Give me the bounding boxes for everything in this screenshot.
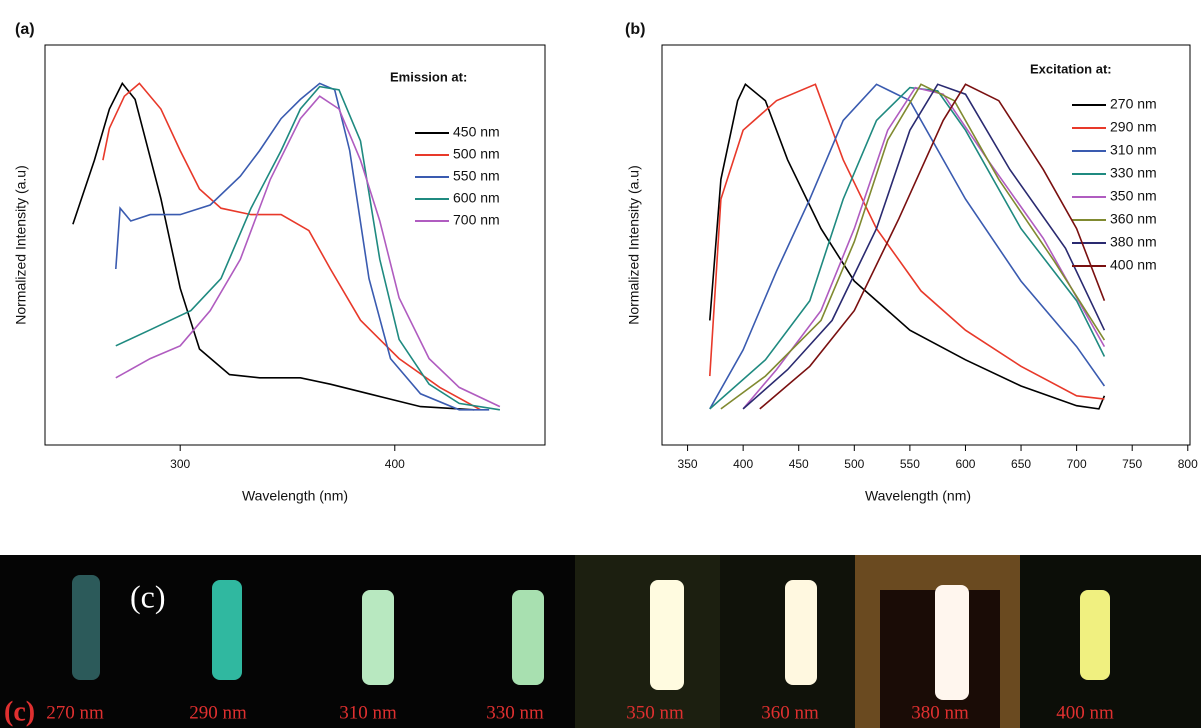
- data-line: [742, 86, 1106, 410]
- caption: 290 nm: [189, 702, 247, 723]
- legend-label: 700 nm: [453, 212, 500, 228]
- x-tick-label: 700: [1067, 457, 1087, 471]
- x-tick-label: 500: [844, 457, 864, 471]
- caption: 380 nm: [911, 702, 969, 723]
- legend-label: 500 nm: [453, 146, 500, 162]
- corner-label: (c): [4, 696, 35, 727]
- axes-frame: [661, 44, 1191, 446]
- data-line: [759, 83, 1106, 410]
- legend-label: 400 nm: [1110, 257, 1157, 273]
- caption: 310 nm: [339, 702, 397, 723]
- photo-background: [1020, 555, 1201, 728]
- data-line: [102, 82, 481, 411]
- data-line: [115, 95, 501, 408]
- x-tick-label: 350: [678, 457, 698, 471]
- x-axis-label: Wavelength (nm): [242, 488, 348, 504]
- legend-label: 550 nm: [453, 168, 500, 184]
- legend-label: 360 nm: [1110, 211, 1157, 227]
- panel-label: (a): [15, 21, 35, 38]
- x-tick-label: 400: [385, 457, 405, 471]
- data-line: [115, 82, 490, 411]
- x-tick-label: 650: [1011, 457, 1031, 471]
- data-line: [709, 83, 1105, 400]
- legend-title: Excitation at:: [1030, 61, 1112, 76]
- tube-glow: [650, 580, 684, 690]
- x-tick-label: 600: [955, 457, 975, 471]
- x-tick-label: 300: [170, 457, 190, 471]
- data-line: [709, 83, 1106, 410]
- x-axis-label: Wavelength (nm): [865, 488, 971, 504]
- x-tick-label: 750: [1122, 457, 1142, 471]
- caption: 270 nm: [46, 702, 104, 723]
- tube-glow: [1080, 590, 1110, 680]
- y-axis-label: Normalized Intensity (a.u): [13, 165, 29, 325]
- axes-frame: [44, 44, 546, 446]
- data-line: [115, 85, 501, 411]
- tube-glow: [362, 590, 394, 685]
- legend-label: 450 nm: [453, 124, 500, 140]
- data-line: [742, 83, 1106, 410]
- x-tick-label: 450: [789, 457, 809, 471]
- data-line: [72, 81, 475, 411]
- legend-label: 270 nm: [1110, 96, 1157, 112]
- caption: 360 nm: [761, 702, 819, 723]
- tube-glow: [512, 590, 544, 685]
- tube-glow: [212, 580, 242, 680]
- photo-strip: (c): [0, 555, 1201, 728]
- photo-background: [575, 555, 720, 728]
- caption: 400 nm: [1056, 702, 1114, 723]
- x-tick-label: 400: [733, 457, 753, 471]
- x-tick-label: 800: [1178, 457, 1198, 471]
- legend-label: 600 nm: [453, 190, 500, 206]
- panel-label: (b): [625, 21, 645, 38]
- caption: 350 nm: [626, 702, 684, 723]
- caption: 330 nm: [486, 702, 544, 723]
- panel-label: (c): [130, 578, 166, 614]
- data-line: [720, 83, 1106, 410]
- legend-label: 380 nm: [1110, 234, 1157, 250]
- x-tick-label: 550: [900, 457, 920, 471]
- y-axis-label: Normalized Intensity (a.u): [626, 165, 642, 325]
- legend-label: 310 nm: [1110, 142, 1157, 158]
- tube-glow: [935, 585, 969, 700]
- data-line: [709, 86, 1106, 410]
- tube-glow: [72, 575, 100, 680]
- legend-label: 350 nm: [1110, 188, 1157, 204]
- tube-glow: [785, 580, 817, 685]
- data-line: [709, 83, 1106, 410]
- legend-label: 290 nm: [1110, 119, 1157, 135]
- legend-label: 330 nm: [1110, 165, 1157, 181]
- legend-title: Emission at:: [390, 69, 467, 84]
